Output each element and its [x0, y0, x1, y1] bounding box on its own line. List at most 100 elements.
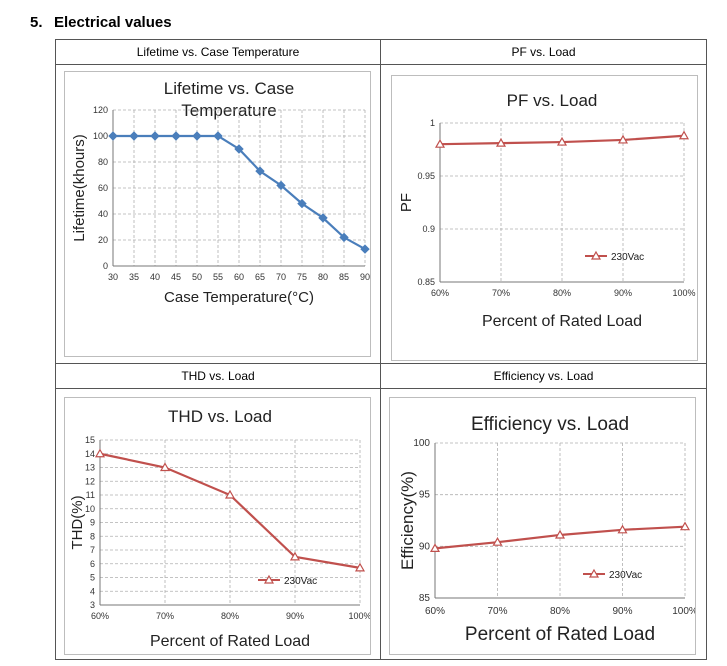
y-tick-label: 100 [93, 131, 108, 141]
legend-swatch-marker [263, 574, 275, 584]
data-point [276, 180, 286, 191]
x-tick-label: 35 [129, 272, 139, 282]
x-tick-label: 80% [550, 606, 570, 617]
chart-frame-thd: THD vs. Load 3 4 5 6 7 8 9 10 11 12 13 14 15 60% 70% 80%… [64, 397, 372, 655]
data-point [617, 524, 628, 534]
x-tick-label: 90 [360, 272, 370, 282]
y-tick-label: 11 [86, 490, 95, 500]
cell-thd: THD vs. Load THD vs. Load 3 4 5 6 7 8 9 10 11 12 13… [55, 363, 381, 660]
x-tick-label: 60 [234, 272, 244, 282]
data-point [492, 536, 503, 546]
cell-pf: PF vs. Load PF vs. Load 0.85 0.9 0.95 1 60% 70… [380, 39, 707, 364]
x-tick-label: 60% [425, 606, 445, 617]
x-tick-label: 70% [487, 606, 507, 617]
chart-frame-pf: PF vs. Load 0.85 0.9 0.95 1 60% 70% 80% 90% 100% P… [391, 75, 698, 361]
y-tick-label: 60 [98, 183, 108, 193]
x-tick-label: 100% [672, 606, 695, 617]
y-tick-label: 20 [98, 235, 108, 245]
x-tick-label: 100% [672, 288, 695, 298]
x-tick-label: 60% [431, 288, 449, 298]
y-tick-label: 15 [85, 435, 95, 445]
chart-frame-efficiency: Efficiency vs. Load 85 90 95 100 60% 70% 80% 90%… [389, 397, 698, 655]
x-tick-label: 70 [276, 272, 286, 282]
data-point [354, 562, 366, 572]
data-point [234, 144, 244, 154]
chart-title: Temperature [181, 101, 276, 120]
x-tick-label: 80 [318, 272, 328, 282]
legend-label: 230Vac [609, 570, 642, 581]
y-tick-label: 6 [90, 559, 95, 569]
section-number: 5. [30, 14, 43, 31]
chart-efficiency: Efficiency vs. Load 85 90 95 100 60% 70% 80% 90%… [398, 414, 698, 645]
x-tick-label: 55 [213, 272, 223, 282]
y-tick-label: 40 [98, 209, 108, 219]
data-point [429, 543, 441, 552]
y-tick-label: 0.85 [417, 277, 435, 287]
cell-efficiency: Efficiency vs. Load Efficiency vs. Load 8… [380, 363, 707, 660]
data-point [679, 521, 691, 531]
chart-thd: THD vs. Load 3 4 5 6 7 8 9 10 11 12 13 14 15 60% 70% 80%… [69, 407, 372, 650]
x-axis-label: Case Temperature(°C) [164, 289, 314, 306]
y-tick-label: 12 [85, 476, 95, 486]
x-tick-label: 90% [286, 611, 304, 621]
section-heading: 5. Electrical values [30, 14, 172, 31]
x-tick-label: 70% [492, 288, 510, 298]
y-tick-label: 90 [419, 541, 431, 552]
chart-title: THD vs. Load [168, 407, 272, 426]
y-axis-label: Lifetime(khours) [71, 134, 88, 242]
y-axis-label: Efficiency(%) [398, 471, 417, 570]
chart-lifetime: Lifetime vs. Case Temperature 0 20 40 60 80 100… [71, 79, 370, 306]
y-tick-label: 5 [90, 573, 95, 583]
y-tick-label: 10 [85, 504, 95, 514]
data-point [171, 131, 181, 141]
data-point [213, 131, 223, 141]
x-tick-label: 65 [255, 272, 265, 282]
x-tick-label: 70% [156, 611, 174, 621]
y-axis-label: THD(%) [69, 495, 86, 549]
data-point [339, 232, 349, 243]
legend-label: 230Vac [284, 576, 317, 587]
chart-frame-lifetime: Lifetime vs. Case Temperature 0 20 40 60 80 100… [64, 71, 371, 357]
x-axis-label: Percent of Rated Load [150, 633, 310, 650]
data-point [94, 448, 106, 458]
data-point [255, 166, 265, 176]
y-tick-label: 0 [103, 261, 108, 271]
data-point [617, 134, 629, 144]
data-point [360, 244, 370, 254]
y-tick-label: 4 [90, 586, 95, 596]
data-point [224, 489, 236, 499]
data-point [192, 131, 202, 141]
y-axis-label: PF [398, 193, 415, 212]
y-tick-label: 3 [90, 600, 95, 610]
y-tick-label: 95 [419, 490, 431, 501]
y-tick-label: 100 [413, 438, 430, 449]
x-tick-label: 45 [171, 272, 181, 282]
y-tick-label: 13 [85, 463, 95, 473]
legend-label: 230Vac [611, 252, 644, 263]
cell-lifetime: Lifetime vs. Case Temperature Lifetime v… [55, 39, 381, 364]
y-tick-label: 120 [93, 105, 108, 115]
chart-title: PF vs. Load [507, 91, 598, 110]
data-point [159, 462, 171, 472]
data-point [297, 198, 307, 209]
data-point [129, 131, 139, 141]
data-point [678, 130, 690, 140]
cell-header-thd: THD vs. Load [56, 364, 380, 389]
x-tick-label: 80% [553, 288, 571, 298]
chart-title: Efficiency vs. Load [471, 414, 629, 435]
data-point [495, 137, 507, 147]
y-tick-label: 85 [419, 593, 431, 604]
y-tick-label: 14 [85, 449, 95, 459]
section-title: Electrical values [54, 14, 172, 31]
data-point [108, 131, 118, 141]
x-tick-label: 90% [614, 288, 632, 298]
x-tick-label: 60% [91, 611, 109, 621]
x-tick-label: 100% [348, 611, 370, 621]
cell-header-efficiency: Efficiency vs. Load [381, 364, 706, 389]
y-tick-label: 9 [90, 518, 95, 528]
cell-header-pf: PF vs. Load [381, 40, 706, 65]
data-point [318, 213, 328, 223]
x-tick-label: 50 [192, 272, 202, 282]
y-tick-label: 8 [90, 531, 95, 541]
chart-title: Lifetime vs. Case [164, 79, 294, 98]
